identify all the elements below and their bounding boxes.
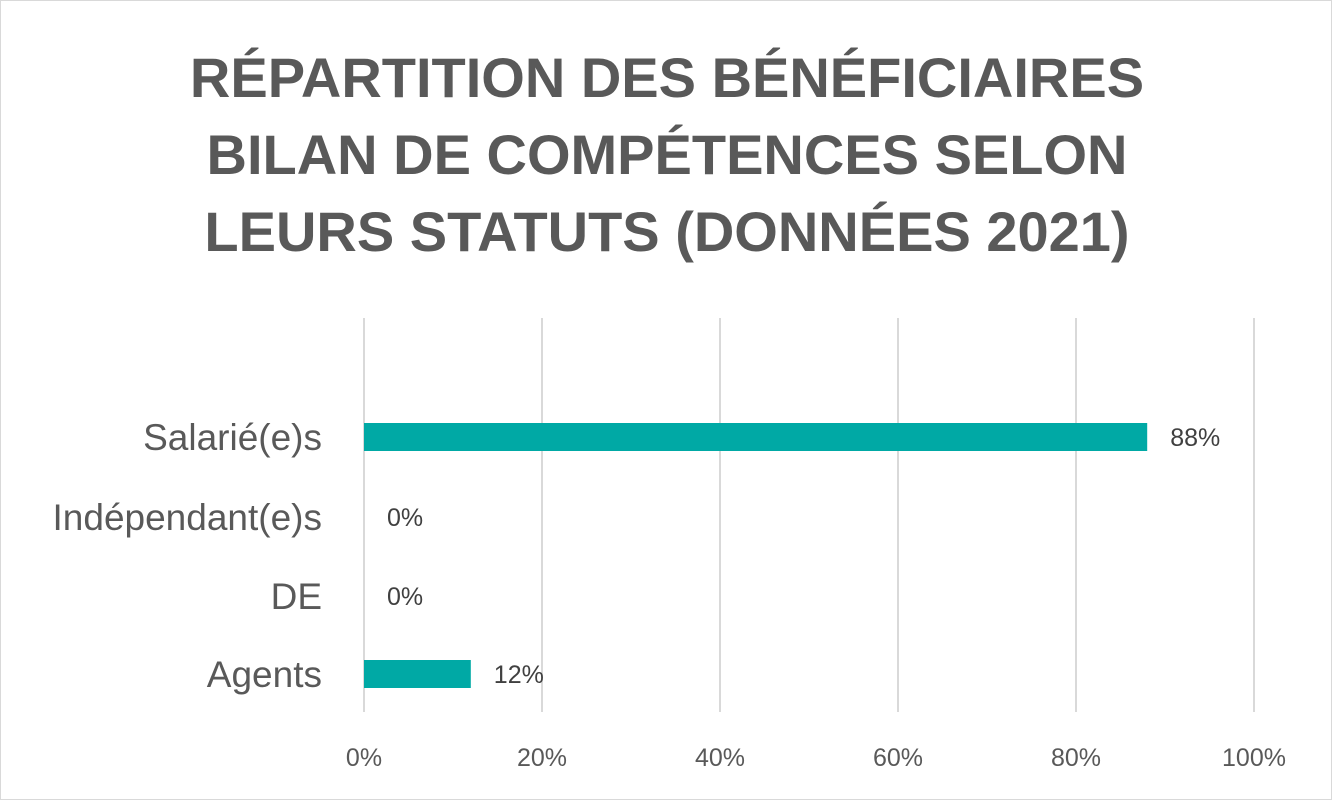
x-tick-label: 60% (873, 744, 923, 772)
data-label: 12% (494, 661, 544, 689)
data-label: 0% (387, 504, 423, 532)
bar (364, 423, 1148, 451)
chart-title-line-2: BILAN DE COMPÉTENCES SELON (206, 123, 1128, 186)
x-tick-label: 20% (517, 744, 567, 772)
category-label: Salarié(e)s (143, 417, 322, 458)
chart-title: RÉPARTITION DES BÉNÉFICIAIRES BILAN DE C… (167, 39, 1167, 270)
data-label: 88% (1170, 424, 1220, 452)
category-label: Indépendant(e)s (53, 497, 322, 538)
x-tick-label: 0% (346, 744, 382, 772)
chart-title-line-3: LEURS STATUTS (DONNÉES 2021) (204, 200, 1130, 263)
x-tick-label: 80% (1051, 744, 1101, 772)
bar (364, 660, 471, 688)
chart-title-line-1: RÉPARTITION DES BÉNÉFICIAIRES (189, 46, 1145, 109)
x-tick-label: 100% (1222, 744, 1286, 772)
x-tick-label: 40% (695, 744, 745, 772)
category-label: Agents (207, 654, 322, 695)
data-label: 0% (387, 583, 423, 611)
category-label: DE (271, 576, 322, 617)
